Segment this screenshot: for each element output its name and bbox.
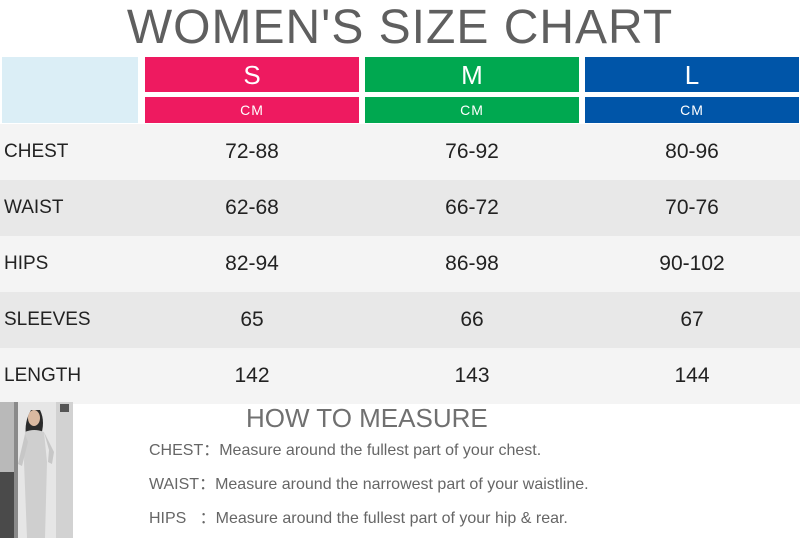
table-cell: 62-68 [225,196,279,219]
table-row: LENGTH 142 143 144 [0,348,800,404]
table-row: WAIST 62-68 66-72 70-76 [0,180,800,236]
table-cell: 143 [454,364,490,387]
size-l-header: L [585,57,799,92]
table-cell: 90-102 [659,252,725,275]
size-l-unit: CM [585,97,799,123]
table-cell: 144 [674,364,710,387]
row-label-length: LENGTH [4,365,82,386]
table-cell: 82-94 [225,252,279,275]
size-s-unit: CM [145,97,359,123]
row-label-chest: CHEST [4,141,69,162]
chest-instruction: CHEST：Measure around the fullest part of… [149,442,542,459]
table-cell: 70-76 [665,196,719,219]
waist-instruction: WAIST：Measure around the narrowest part … [149,476,589,493]
size-m-header: M [365,57,579,92]
size-m-unit: CM [365,97,579,123]
row-label-waist: WAIST [4,197,64,218]
header-corner [2,57,138,123]
table-cell: 72-88 [225,140,279,163]
table-cell: 65 [240,308,264,331]
table-cell: 76-92 [445,140,499,163]
how-to-measure-title: HOW TO MEASURE [246,403,488,433]
table-cell: 142 [234,364,270,387]
table-row: HIPS 82-94 86-98 90-102 [0,236,800,292]
model-photo [0,402,73,538]
page-title: WOMEN'S SIZE CHART [126,1,674,54]
table-cell: 86-98 [445,252,499,275]
table-row: CHEST 72-88 76-92 80-96 [0,124,800,180]
table-cell: 80-96 [665,140,719,163]
table-cell: 66 [460,308,484,331]
table-cell: 66-72 [445,196,499,219]
table-row: SLEEVES 65 66 67 [0,292,800,348]
row-label-hips: HIPS [4,253,49,274]
size-s-header: S [145,57,359,92]
row-label-sleeves: SLEEVES [4,309,91,330]
table-cell: 67 [680,308,704,331]
hips-instruction: HIPS ：Measure around the fullest part of… [149,510,568,527]
